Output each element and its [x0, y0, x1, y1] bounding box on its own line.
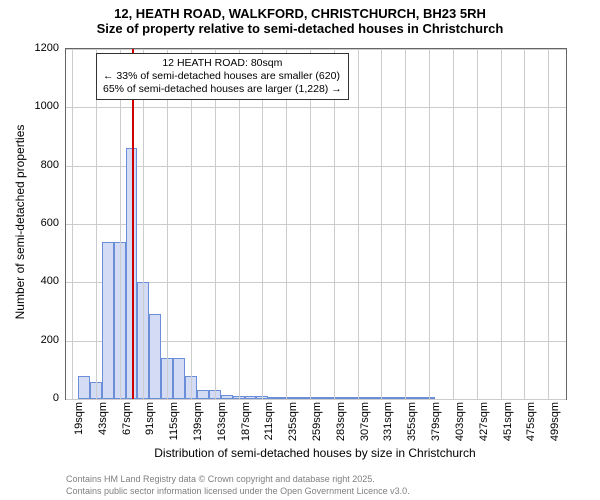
gridline: [167, 49, 168, 399]
gridline: [381, 49, 382, 399]
annotation-box: 12 HEATH ROAD: 80sqm← 33% of semi-detach…: [96, 53, 349, 100]
title-line1: 12, HEATH ROAD, WALKFORD, CHRISTCHURCH, …: [0, 6, 600, 21]
histogram-bar: [149, 314, 161, 399]
gridline: [143, 49, 144, 399]
attribution-block: Contains HM Land Registry data © Crown c…: [66, 474, 410, 497]
annotation-line: 12 HEATH ROAD: 80sqm: [103, 57, 342, 70]
gridline: [501, 49, 502, 399]
x-tick-label: 259sqm: [311, 402, 323, 442]
histogram-bar: [221, 395, 233, 399]
x-tick-label: 115sqm: [168, 402, 180, 442]
histogram-bar: [340, 397, 352, 399]
x-tick-label: 91sqm: [144, 402, 156, 442]
gridline: [524, 49, 525, 399]
gridline: [215, 49, 216, 399]
gridline: [66, 224, 566, 225]
histogram-bar: [197, 390, 209, 399]
marker-line: [132, 49, 134, 399]
x-tick-label: 499sqm: [549, 402, 561, 442]
x-tick-label: 283sqm: [335, 402, 347, 442]
gridline: [191, 49, 192, 399]
histogram-bar: [316, 397, 328, 399]
histogram-bar: [268, 397, 280, 399]
histogram-bar: [364, 397, 376, 399]
gridline: [72, 49, 73, 399]
gridline: [310, 49, 311, 399]
histogram-bar: [411, 397, 423, 399]
x-tick-label: 67sqm: [121, 402, 133, 442]
x-tick-label: 43sqm: [97, 402, 109, 442]
y-tick-label: 400: [19, 275, 59, 287]
gridline: [239, 49, 240, 399]
histogram-bar: [387, 397, 399, 399]
gridline: [66, 399, 566, 400]
gridline: [334, 49, 335, 399]
gridline: [429, 49, 430, 399]
x-tick-label: 187sqm: [240, 402, 252, 442]
gridline: [453, 49, 454, 399]
annotation-line: ← 33% of semi-detached houses are smalle…: [103, 70, 342, 83]
y-tick-label: 0: [19, 392, 59, 404]
x-tick-label: 139sqm: [192, 402, 204, 442]
attribution-line2: Contains public sector information licen…: [66, 486, 410, 498]
gridline: [66, 49, 566, 50]
histogram-bar: [102, 242, 114, 400]
gridline: [477, 49, 478, 399]
x-tick-label: 403sqm: [454, 402, 466, 442]
gridline: [262, 49, 263, 399]
y-tick-label: 200: [19, 334, 59, 346]
x-tick-label: 331sqm: [382, 402, 394, 442]
y-tick-label: 1200: [19, 42, 59, 54]
histogram-bar: [126, 148, 138, 399]
x-tick-label: 307sqm: [359, 402, 371, 442]
y-tick-label: 1000: [19, 100, 59, 112]
x-tick-label: 163sqm: [216, 402, 228, 442]
gridline: [405, 49, 406, 399]
gridline: [548, 49, 549, 399]
x-tick-label: 451sqm: [502, 402, 514, 442]
gridline: [66, 107, 566, 108]
plot-area: 12 HEATH ROAD: 80sqm← 33% of semi-detach…: [65, 48, 567, 400]
chart-title: 12, HEATH ROAD, WALKFORD, CHRISTCHURCH, …: [0, 0, 600, 36]
title-line2: Size of property relative to semi-detach…: [0, 21, 600, 36]
x-axis-title: Distribution of semi-detached houses by …: [65, 446, 565, 460]
gridline: [286, 49, 287, 399]
x-tick-label: 235sqm: [287, 402, 299, 442]
y-tick-label: 800: [19, 159, 59, 171]
gridline: [358, 49, 359, 399]
histogram-bar: [292, 397, 304, 399]
gridline: [96, 49, 97, 399]
histogram-bar: [173, 358, 185, 399]
x-tick-label: 379sqm: [430, 402, 442, 442]
y-tick-label: 600: [19, 217, 59, 229]
x-tick-label: 355sqm: [406, 402, 418, 442]
annotation-line: 65% of semi-detached houses are larger (…: [103, 83, 342, 96]
gridline: [120, 49, 121, 399]
attribution-line1: Contains HM Land Registry data © Crown c…: [66, 474, 410, 486]
gridline: [66, 166, 566, 167]
x-tick-label: 19sqm: [73, 402, 85, 442]
x-tick-label: 427sqm: [478, 402, 490, 442]
x-tick-label: 475sqm: [525, 402, 537, 442]
x-tick-label: 211sqm: [263, 402, 275, 442]
histogram-bar: [78, 376, 90, 399]
histogram-bar: [245, 396, 257, 400]
